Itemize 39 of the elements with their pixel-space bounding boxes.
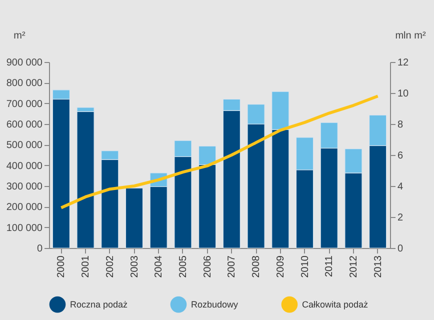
x-tick-label: 2004 <box>154 255 165 278</box>
y-tick-label: 200 000 <box>6 202 43 214</box>
y-tick-label: 300 000 <box>6 182 43 192</box>
x-tick-label: 2002 <box>104 255 116 278</box>
y2-tick-label: 4 <box>398 182 404 192</box>
x-tick-label: 2003 <box>129 255 140 278</box>
x-tick-label: 2007 <box>226 255 238 278</box>
legend-label: Roczna podaż <box>70 300 128 310</box>
x-tick-label: 2009 <box>275 255 286 278</box>
y-tick-label: 600 000 <box>6 120 43 130</box>
y-tick-label: 900 000 <box>6 58 43 68</box>
bar <box>125 188 144 248</box>
y2-axis-title: mln m² <box>395 30 426 42</box>
x-tick-label: 2011 <box>324 255 336 278</box>
y-tick-label: 700 000 <box>6 98 43 110</box>
x-tick-label: 2013 <box>372 255 384 278</box>
legend-label: Rozbudowy <box>191 300 239 310</box>
legend-label: Całkowita podaż <box>302 300 369 310</box>
y-tick-label: 800 000 <box>6 78 43 90</box>
x-tick-label: 2012 <box>348 255 360 278</box>
y2-tick-label: 0 <box>398 244 404 254</box>
y2-tick-label: 10 <box>398 88 410 100</box>
x-tick-label: 2008 <box>251 255 262 278</box>
y-tick-label: 100 000 <box>6 222 43 234</box>
line-series <box>60 94 380 210</box>
y-axis-title: m² <box>14 30 26 42</box>
y2-tick-label: 2 <box>398 212 404 224</box>
x-tick-label: 2006 <box>202 255 214 278</box>
y2-tick-label: 8 <box>398 120 404 130</box>
y2-tick-label: 12 <box>398 58 410 68</box>
y-tick-label: 500 000 <box>6 140 43 152</box>
x-tick-label: 2010 <box>300 255 311 278</box>
y-tick-label: 0 <box>36 244 43 254</box>
bar <box>76 111 94 248</box>
x-tick-label: 2000 <box>56 255 68 278</box>
x-tick-label: 2001 <box>80 255 92 278</box>
y-tick-label: 400 000 <box>6 160 43 172</box>
x-tick-label: 2005 <box>178 255 189 278</box>
y2-tick-label: 6 <box>398 150 404 162</box>
